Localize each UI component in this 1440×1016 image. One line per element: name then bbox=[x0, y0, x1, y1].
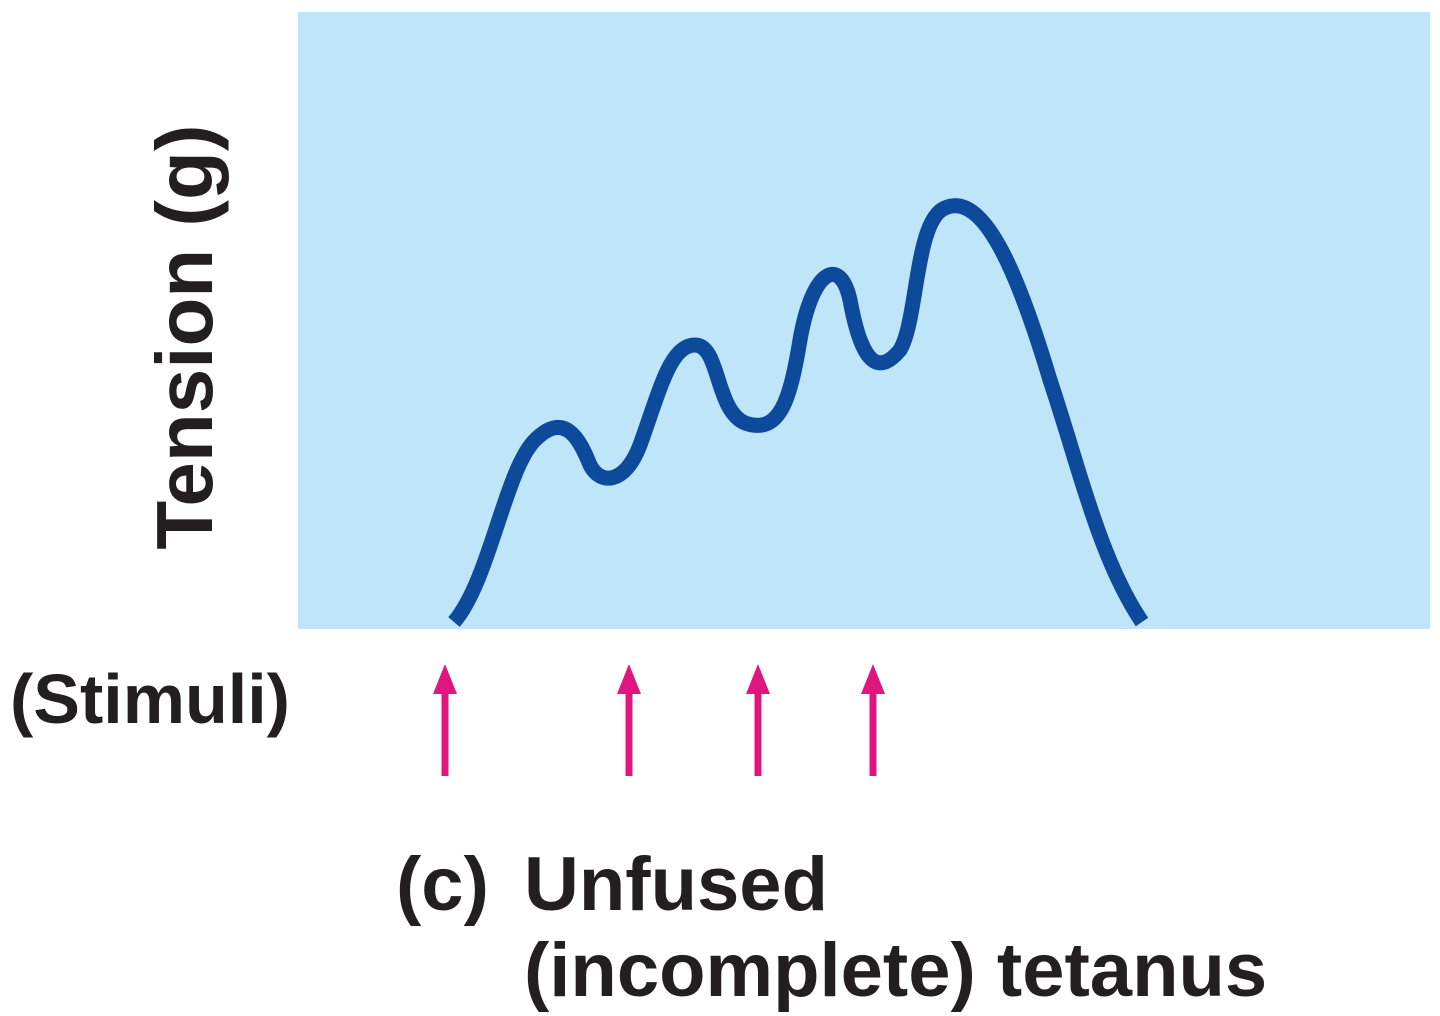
figure-caption: (c) Unfused (incomplete) tetanus bbox=[396, 842, 1267, 1014]
stimulus-arrow-4 bbox=[861, 664, 885, 776]
stimuli-label: (Stimuli) bbox=[10, 660, 290, 738]
stimulus-arrows bbox=[433, 664, 885, 776]
tension-curve bbox=[448, 198, 1149, 627]
plot-area bbox=[298, 12, 1430, 629]
caption-line1: Unfused bbox=[524, 842, 828, 927]
y-axis-label: Tension (g) bbox=[140, 124, 229, 550]
stimulus-arrow-1 bbox=[433, 664, 457, 776]
caption-prefix: (c) bbox=[396, 842, 489, 927]
stimulus-arrow-3 bbox=[746, 664, 770, 776]
caption-line2: (incomplete) tetanus bbox=[524, 928, 1268, 1013]
stimulus-arrow-2 bbox=[617, 664, 641, 776]
